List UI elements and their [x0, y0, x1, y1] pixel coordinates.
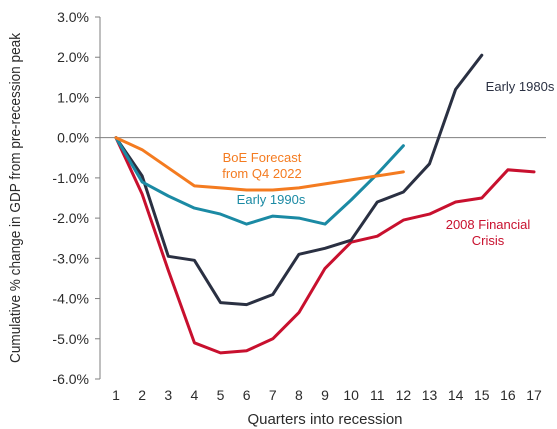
y-tick-label: -5.0% [52, 331, 89, 347]
x-axis-ticks: 1 2 3 4 5 6 7 8 9 10 11 12 13 14 15 16 17 [112, 387, 542, 403]
y-tick-label: 1.0% [57, 89, 89, 105]
x-tick-label: 5 [217, 387, 225, 403]
x-tick-label: 9 [321, 387, 329, 403]
y-tick-label: -3.0% [52, 250, 89, 266]
y-tick-label: -4.0% [52, 291, 89, 307]
series-line-1 [114, 53, 484, 307]
x-tick-label: 6 [243, 387, 251, 403]
y-tick-label: -6.0% [52, 371, 89, 387]
y-axis-title: Cumulative % change in GDP from pre-rece… [7, 33, 24, 363]
series-label-line: Early 1990s [237, 192, 306, 207]
series-line-3 [114, 136, 405, 192]
series-label-line: Early 1980s [486, 79, 555, 94]
series-label-line: Crisis [472, 233, 505, 248]
series-label-1: Early 1990s [237, 192, 306, 207]
series-line-0 [114, 136, 536, 355]
series-label-line: from Q4 2022 [222, 166, 302, 181]
y-tick-label: -2.0% [52, 210, 89, 226]
x-axis-title: Quarters into recession [247, 411, 402, 428]
y-tick-label: 3.0% [57, 9, 89, 25]
x-tick-label: 3 [164, 387, 172, 403]
x-tick-label: 8 [295, 387, 303, 403]
x-tick-label: 12 [396, 387, 412, 403]
series-label-line: 2008 Financial [446, 217, 531, 232]
x-tick-label: 14 [448, 387, 464, 403]
series-label-0: BoE Forecast from Q4 2022 [222, 150, 302, 181]
axes: 3.0% 2.0% 1.0% 0.0% -1.0% -2.0% -3.0% -4.0% -5.0… [52, 9, 546, 403]
series-lines [114, 53, 536, 355]
series-label-2: Early 1980s [486, 79, 555, 94]
y-tick-label: -1.0% [52, 170, 89, 186]
y-axis-ticks: 3.0% 2.0% 1.0% 0.0% -1.0% -2.0% -3.0% -4.0% -5.0… [52, 9, 100, 387]
x-tick-label: 17 [526, 387, 542, 403]
x-tick-label: 13 [422, 387, 438, 403]
x-tick-label: 11 [370, 387, 385, 403]
y-tick-label: 2.0% [57, 49, 89, 65]
x-tick-label: 15 [474, 387, 490, 403]
y-tick-label: 0.0% [57, 130, 89, 146]
x-tick-label: 16 [500, 387, 516, 403]
series-line-2 [114, 136, 405, 226]
x-tick-label: 10 [343, 387, 359, 403]
series-label-line: BoE Forecast [223, 150, 302, 165]
x-tick-label: 4 [190, 387, 198, 403]
x-tick-label: 7 [269, 387, 277, 403]
series-annotations: BoE Forecast from Q4 2022 Early 1990s Early… [222, 79, 555, 248]
x-tick-label: 2 [138, 387, 146, 403]
x-tick-label: 1 [112, 387, 120, 403]
series-label-3: 2008 Financial Crisis [446, 217, 531, 248]
